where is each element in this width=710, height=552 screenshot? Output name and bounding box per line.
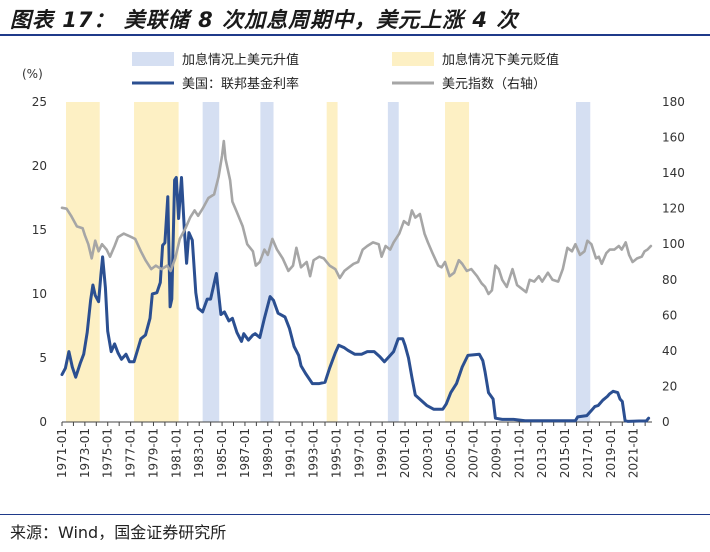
legend-swatch-0: [132, 52, 174, 66]
y-right-tick-label: 120: [662, 202, 685, 216]
x-tick-label: 1991-01: [284, 428, 298, 478]
fed-funds-rate-line: [60, 176, 651, 423]
x-tick-label: 2003-01: [421, 428, 435, 478]
x-tick-label: 1997-01: [352, 428, 366, 478]
y-left-tick-label: 10: [32, 287, 47, 301]
y-left-tick-label: 5: [39, 351, 47, 365]
y-left-tick-label: 25: [32, 95, 47, 109]
x-tick-label: 1995-01: [329, 428, 343, 478]
y-right-tick-label: 140: [662, 166, 685, 180]
x-tick-label: 1971-01: [55, 428, 69, 478]
x-tick-label: 2001-01: [398, 428, 412, 478]
y-right-tick-label: 160: [662, 131, 685, 145]
x-tick-label: 2011-01: [512, 428, 526, 478]
y-unit-label: (%): [22, 67, 43, 81]
x-tick-label: 1985-01: [215, 428, 229, 478]
legend-label-1: 加息情况下美元贬值: [442, 52, 559, 68]
x-tick-label: 2007-01: [467, 428, 481, 478]
highlight-bands: [66, 102, 591, 422]
band-usd-up-1: [260, 102, 274, 422]
band-usd-up-0: [202, 102, 220, 422]
x-tick-label: 2019-01: [604, 428, 618, 478]
y-right-tick-label: 80: [662, 273, 677, 287]
dollar-index-line: [60, 139, 653, 296]
x-tick-label: 2013-01: [535, 428, 549, 478]
x-tick-label: 2015-01: [558, 428, 572, 478]
y-right-tick-label: 20: [662, 379, 677, 393]
x-tick-label: 1977-01: [124, 428, 138, 478]
x-tick-label: 1981-01: [169, 428, 183, 478]
series-lines: [60, 139, 653, 423]
x-tick-label: 1987-01: [238, 428, 252, 478]
x-tick-label: 1973-01: [78, 428, 92, 478]
y-left-tick-label: 20: [32, 159, 47, 173]
band-usd-down-2: [326, 102, 338, 422]
y-left-tick-label: 15: [32, 223, 47, 237]
legend-swatch-1: [392, 52, 434, 66]
x-tick-label: 1989-01: [261, 428, 275, 478]
x-tick-label: 1999-01: [375, 428, 389, 478]
legend-label-3: 美元指数（右轴）: [442, 77, 546, 92]
y-right-tick-label: 100: [662, 237, 685, 251]
y-right-tick-label: 60: [662, 308, 677, 322]
x-tick-label: 2021-01: [627, 428, 641, 478]
footer-rule: [0, 514, 710, 515]
legend-label-0: 加息情况上美元升值: [182, 52, 299, 68]
x-tick-label: 1979-01: [146, 428, 160, 478]
x-tick-label: 1983-01: [192, 428, 206, 478]
legend-label-2: 美国：联邦基金利率: [182, 76, 299, 92]
x-tick-label: 1993-01: [307, 428, 321, 478]
x-tick-label: 1975-01: [101, 428, 115, 478]
y-right-tick-label: 40: [662, 344, 677, 358]
x-tick-label: 2009-01: [489, 428, 503, 478]
source-note: 来源：Wind，国金证券研究所: [10, 523, 227, 542]
x-tick-label: 2005-01: [444, 428, 458, 478]
band-usd-down-0: [66, 102, 100, 422]
band-usd-up-2: [387, 102, 399, 422]
figure-title: 图表 17： 美联储 8 次加息周期中，美元上涨 4 次: [10, 8, 519, 32]
y-right-tick-label: 0: [662, 415, 670, 429]
chart-axes: 0 5 10 15 20 25 (%) 0 20 40 60 80 100 120 140 160 180 197…: [22, 67, 685, 478]
y-left-tick-label: 0: [39, 415, 47, 429]
title-rule: [0, 34, 710, 36]
y-right-tick-label: 180: [662, 95, 685, 109]
x-tick-label: 2017-01: [581, 428, 595, 478]
band-usd-up-3: [575, 102, 591, 422]
